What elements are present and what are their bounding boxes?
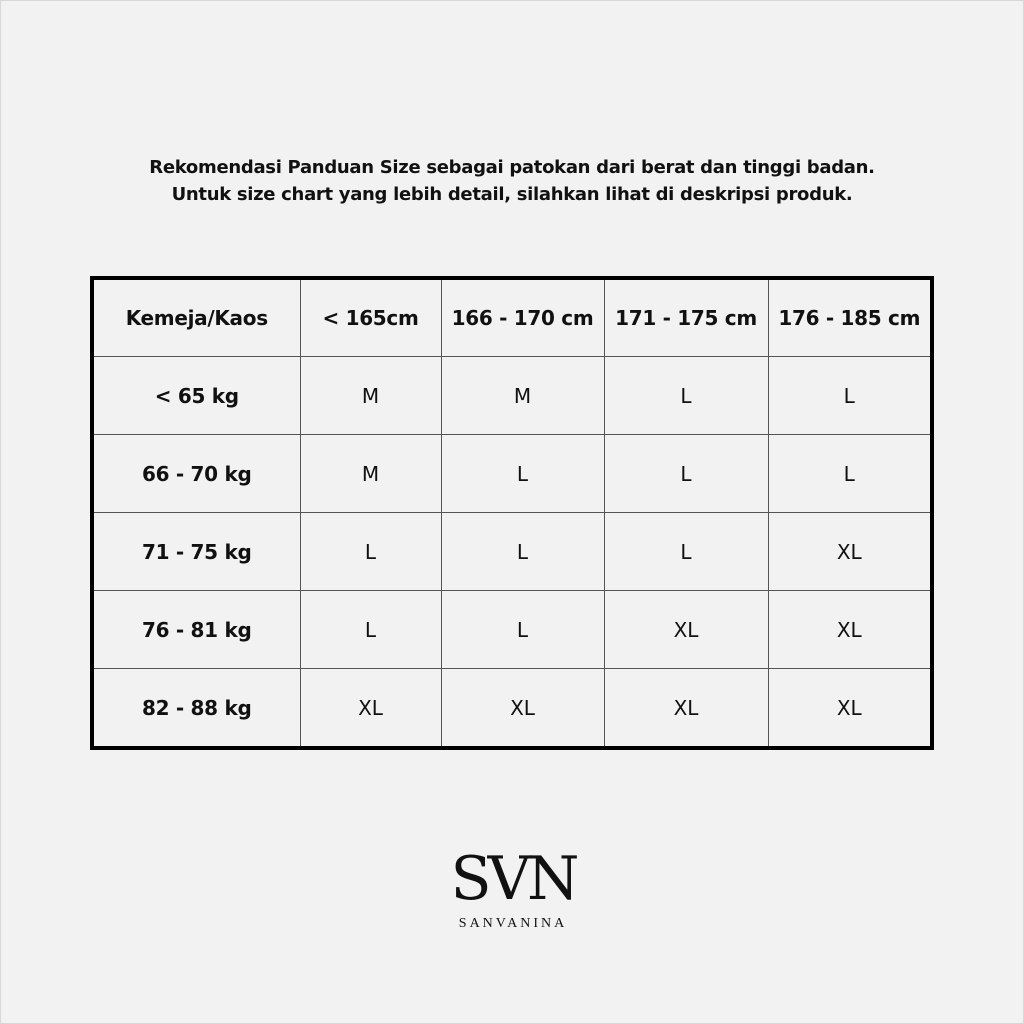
size-cell: L [440,512,605,591]
size-cell: L [767,356,933,435]
size-cell: M [299,356,442,435]
row-header: 76 - 81 kg [91,590,301,669]
size-cell: XL [299,668,442,749]
size-cell: XL [767,668,933,749]
column-header: 176 - 185 cm [767,277,933,357]
size-cell: L [299,512,442,591]
row-header: 71 - 75 kg [91,512,301,591]
size-cell: XL [767,512,933,591]
size-cell: M [440,356,605,435]
logo-monogram: SVN [450,844,580,914]
corner-header: Kemeja/Kaos [91,277,301,357]
row-header: 66 - 70 kg [91,434,301,513]
size-cell: XL [603,590,769,669]
table-row: 66 - 70 kg M L L L [91,434,933,513]
brand-logo: SVN SANVANINA [440,848,586,932]
size-cell: L [603,356,769,435]
size-cell: L [603,434,769,513]
column-header: 171 - 175 cm [603,277,769,357]
size-cell: XL [603,668,769,749]
size-cell: L [440,434,605,513]
size-cell: XL [767,590,933,669]
table-row: 82 - 88 kg XL XL XL XL [91,668,933,749]
size-cell: L [603,512,769,591]
table-row: < 65 kg M M L L [91,356,933,435]
intro-line-2: Untuk size chart yang lebih detail, sila… [171,184,853,205]
column-header: 166 - 170 cm [440,277,605,357]
intro-text: Rekomendasi Panduan Size sebagai patokan… [0,154,1024,208]
column-header: < 165cm [299,277,442,357]
row-header: < 65 kg [91,356,301,435]
table-header-row: Kemeja/Kaos < 165cm 166 - 170 cm 171 - 1… [91,277,933,357]
size-cell: XL [440,668,605,749]
size-cell: M [299,434,442,513]
size-cell: L [767,434,933,513]
logo-wordmark: SANVANINA [458,916,568,931]
size-chart-table: Kemeja/Kaos < 165cm 166 - 170 cm 171 - 1… [90,276,934,750]
table-row: 76 - 81 kg L L XL XL [91,590,933,669]
row-header: 82 - 88 kg [91,668,301,749]
size-cell: L [299,590,442,669]
intro-line-1: Rekomendasi Panduan Size sebagai patokan… [149,157,875,178]
table-row: 71 - 75 kg L L L XL [91,512,933,591]
size-cell: L [440,590,605,669]
